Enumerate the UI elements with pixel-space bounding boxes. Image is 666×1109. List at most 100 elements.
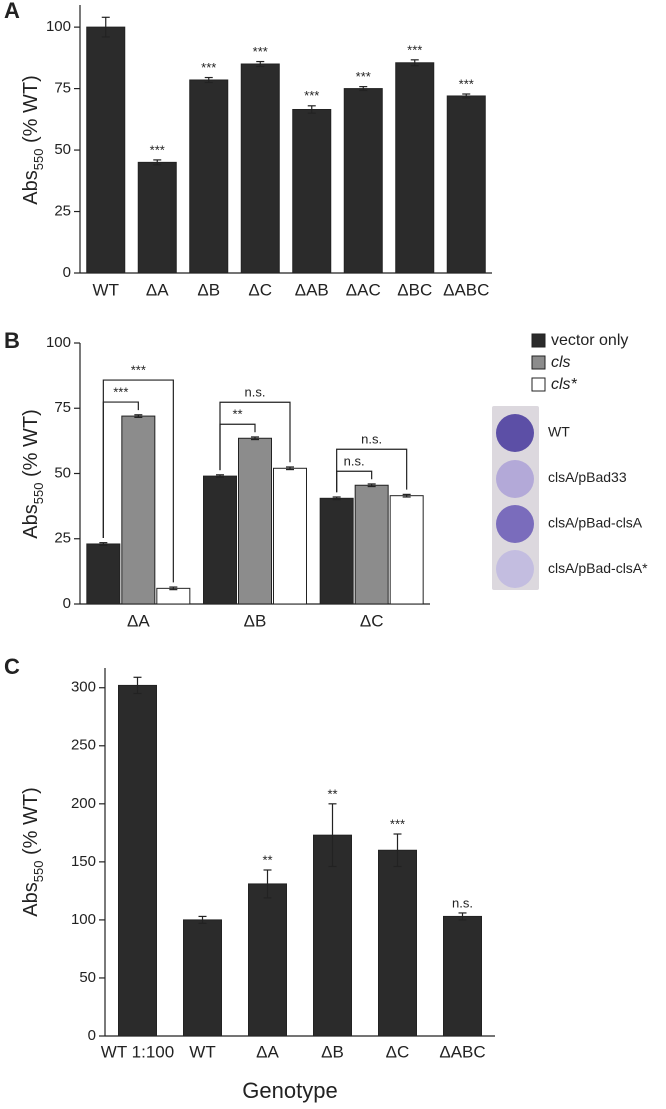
significance-bracket: [336, 448, 408, 493]
error-bar: [402, 493, 411, 498]
significance-label: ***: [201, 60, 216, 75]
panel-letter: B: [4, 328, 20, 353]
error-bar: [332, 496, 341, 501]
significance-label: ***: [304, 88, 319, 103]
y-tick-label: 50: [54, 141, 71, 158]
bar: [238, 437, 272, 605]
error-bar: [99, 542, 108, 546]
x-tick-label: ΔAC: [346, 280, 381, 299]
well: [496, 550, 534, 588]
error-bar: [169, 586, 178, 591]
error-bar: [286, 466, 294, 471]
legend-label: cls: [551, 354, 571, 371]
x-tick-label: ΔC: [360, 611, 384, 630]
significance-label: n.s.: [452, 895, 473, 910]
y-axis-label-part: 550: [31, 483, 46, 505]
y-tick-label: 250: [71, 737, 96, 754]
error-bar: [153, 159, 162, 166]
y-tick-label: 50: [79, 969, 96, 986]
bar: [273, 467, 307, 605]
well: [496, 414, 534, 452]
x-tick-label: ΔAB: [295, 280, 329, 299]
error-bar: [204, 76, 213, 84]
x-tick-label: WT: [189, 1042, 215, 1061]
y-axis-label-part: 550: [31, 149, 46, 171]
legend-swatch: [531, 355, 546, 370]
y-tick-label: 150: [71, 853, 96, 870]
significance-label: ***: [131, 363, 146, 378]
error-bar: [393, 833, 402, 868]
bar: [118, 684, 157, 1037]
error-bar: [359, 86, 368, 92]
significance-label: ***: [113, 385, 128, 400]
y-axis-label: Abs550 (% WT): [20, 409, 46, 538]
y-axis-label: Abs550 (% WT): [20, 75, 46, 204]
significance-label: ***: [356, 69, 371, 84]
error-bar: [198, 915, 207, 924]
x-tick-label: ΔC: [248, 280, 272, 299]
bar: [319, 497, 354, 605]
well: [496, 505, 534, 543]
y-axis-label: Abs550 (% WT): [20, 787, 46, 916]
y-tick-label: 75: [54, 399, 71, 416]
significance-label: n.s.: [245, 385, 266, 400]
x-tick-label: ΔB: [321, 1042, 344, 1061]
y-tick-label: 300: [71, 679, 96, 696]
significance-bracket: [219, 401, 291, 471]
panel-letter: C: [4, 654, 20, 679]
x-tick-label: ΔABC: [439, 1042, 485, 1061]
y-tick-label: 0: [63, 595, 71, 612]
y-axis-label-part: Abs: [20, 504, 42, 538]
x-tick-label: ΔB: [197, 280, 220, 299]
inset-label: clsA/pBad33: [548, 469, 627, 485]
plate-image: [492, 406, 539, 590]
significance-label: ***: [150, 142, 165, 157]
bar: [121, 415, 156, 605]
plate-inset: [492, 406, 539, 590]
legend-label: cls*: [551, 376, 578, 393]
inset-label: WT: [548, 424, 570, 440]
x-tick-label: WT 1:100: [101, 1042, 174, 1061]
error-bar: [462, 93, 471, 99]
legend-swatch: [531, 333, 546, 348]
error-bar: [367, 483, 376, 488]
significance-label: ***: [407, 42, 422, 57]
y-tick-label: 75: [54, 80, 71, 97]
significance-label: **: [232, 407, 242, 422]
bar: [446, 95, 486, 274]
bar: [395, 62, 435, 274]
significance-bracket: [102, 379, 174, 583]
y-axis-label-part: (% WT): [20, 787, 42, 860]
significance-label: **: [327, 786, 337, 801]
bar: [343, 88, 383, 274]
significance-label: ***: [253, 44, 268, 59]
y-tick-label: 100: [46, 334, 71, 351]
y-tick-label: 25: [54, 203, 71, 220]
bar: [248, 883, 287, 1037]
bar: [137, 161, 177, 274]
x-tick-label: ΔABC: [443, 280, 489, 299]
bar: [292, 108, 332, 274]
y-tick-label: 100: [71, 911, 96, 928]
y-axis-label-part: (% WT): [20, 409, 42, 482]
y-axis-label-part: (% WT): [20, 75, 42, 148]
error-bar: [263, 869, 272, 899]
x-tick-label: ΔB: [244, 611, 267, 630]
x-tick-label: ΔA: [146, 280, 169, 299]
legend-swatch: [531, 377, 546, 392]
significance-label: n.s.: [344, 454, 365, 469]
y-tick-label: 50: [54, 464, 71, 481]
x-tick-label: WT: [93, 280, 119, 299]
y-tick-label: 0: [88, 1027, 96, 1044]
bar: [203, 475, 237, 605]
error-bar: [101, 16, 110, 38]
inset-label: clsA/pBad-clsA: [548, 515, 643, 531]
significance-label: ***: [390, 816, 405, 831]
error-bar: [133, 676, 142, 695]
bar: [86, 543, 121, 605]
x-tick-label: ΔA: [256, 1042, 279, 1061]
y-tick-label: 100: [46, 18, 71, 35]
y-tick-label: 25: [54, 530, 71, 547]
bar: [354, 484, 389, 605]
